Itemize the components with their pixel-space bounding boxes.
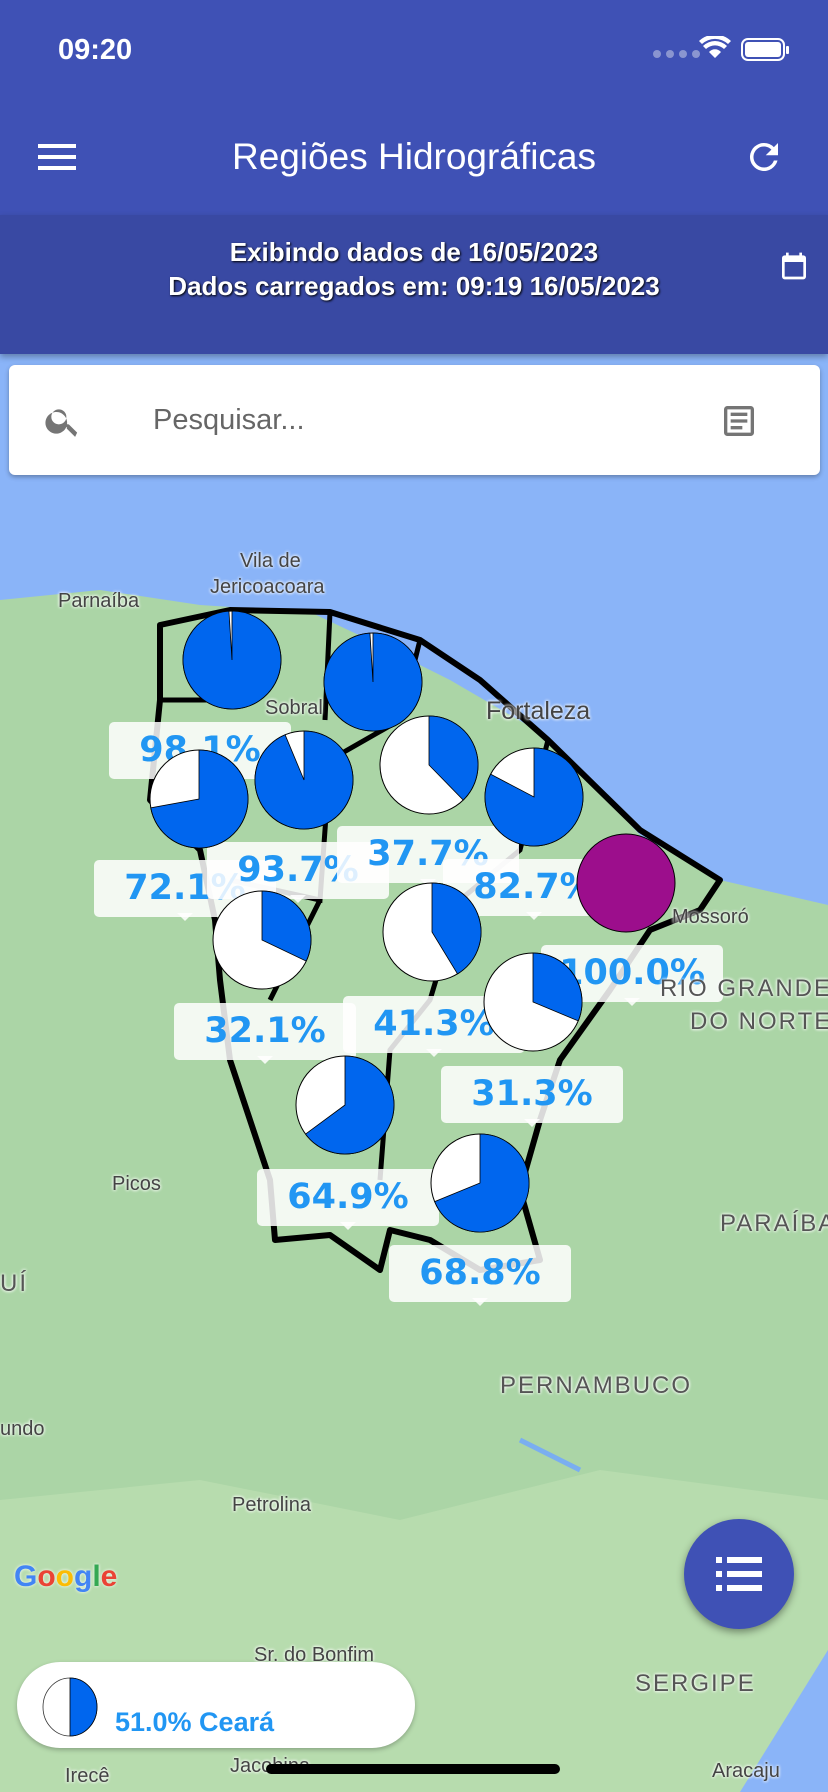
region-percent-label[interactable]: 64.9% [257,1169,439,1230]
pie-slice [304,1055,395,1155]
map-label: UÍ [0,1270,28,1297]
region-pie-marker[interactable] [295,1055,395,1155]
region-pie-marker[interactable] [484,747,584,847]
pie-slice [431,882,482,975]
map-label: Petrolina [232,1494,311,1516]
map-label: Mossoró [672,906,749,928]
map-label: RIO GRANDE [660,975,828,1002]
map-label: SERGIPE [635,1670,756,1697]
refresh-icon[interactable] [743,136,785,178]
region-pie-marker[interactable] [483,952,583,1052]
map-label: Fortaleza [486,697,591,725]
map-label: PARAÍBA [720,1210,828,1237]
pie-slice [254,730,354,830]
pie-slice [182,610,282,710]
region-percent-label[interactable]: 31.3% [441,1066,623,1127]
battery-icon [741,38,789,61]
map-label: Jericoacoara [210,576,325,598]
pie-slice [434,1133,530,1233]
summary-pie-slice [69,1677,98,1737]
region-pie-marker[interactable] [254,730,354,830]
region-percent-label[interactable]: 68.8% [389,1245,571,1306]
data-info-bar: Exibindo dados de 16/05/2023 Dados carre… [0,215,828,354]
region-pie-marker[interactable] [212,890,312,990]
pie-background [576,833,676,933]
region-pie-marker[interactable] [576,833,676,933]
map-label: Sobral [265,697,323,719]
home-indicator [266,1764,560,1774]
map-label: DO NORTE [690,1008,828,1035]
hamburger-icon[interactable] [38,143,76,171]
pie-slice [428,715,479,801]
calendar-icon[interactable] [778,249,810,283]
map-label: Parnaíba [58,590,140,612]
region-percent-label[interactable]: 32.1% [174,1003,356,1064]
region-pie-marker[interactable] [323,632,423,732]
map-label: undo [0,1418,45,1440]
map-label: Irecê [65,1765,110,1787]
displayed-date: Exibindo dados de 16/05/2023 [229,237,599,267]
summary-pie [42,1677,98,1737]
wifi-icon [699,36,731,58]
region-pie-marker[interactable] [379,715,479,815]
region-pie-marker[interactable] [149,749,249,849]
region-pie-marker[interactable] [382,882,482,982]
map-label: Sr. do Bonfim [254,1644,375,1666]
map-label: Aracaju [712,1760,780,1782]
state-summary-card[interactable]: 51.0% Ceará [17,1662,415,1748]
app-header: 09:20 Regiões Hidrográficas [0,0,828,215]
pie-slice [150,749,249,849]
document-icon[interactable] [719,401,759,441]
pie-slice [261,890,312,962]
list-icon [716,1557,762,1591]
search-bar [9,365,820,475]
search-icon[interactable] [43,401,83,441]
pie-slice [532,952,583,1022]
google-logo: Google [14,1560,118,1593]
list-button[interactable] [684,1519,794,1629]
signal-icon [653,50,700,58]
region-pie-marker[interactable] [430,1133,530,1233]
status-time: 09:20 [58,34,133,66]
map-label: Picos [112,1173,161,1195]
search-input[interactable] [153,395,673,445]
pie-slice [484,747,584,847]
summary-text: 51.0% Ceará [115,1707,275,1737]
map-label: PERNAMBUCO [500,1372,693,1399]
pie-slice [323,632,423,732]
loaded-date: Dados carregados em: 09:19 16/05/2023 [168,271,660,301]
page-title: Regiões Hidrográficas [231,136,596,177]
map-label: Vila de [240,550,301,572]
region-pie-marker[interactable] [182,610,282,710]
